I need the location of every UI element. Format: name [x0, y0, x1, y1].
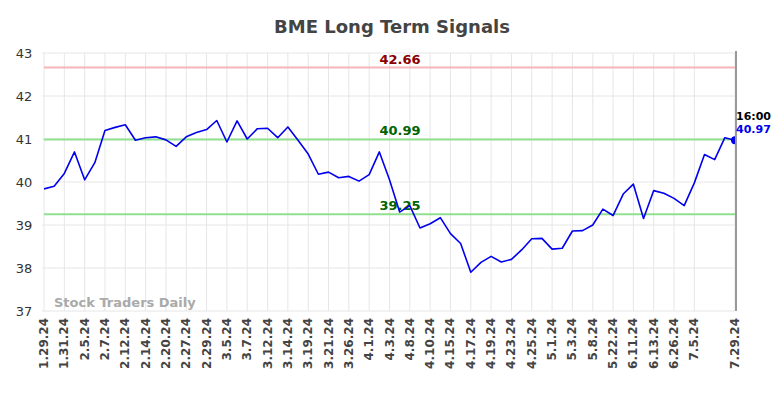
x-grid: [369, 53, 370, 311]
x-tick-label: 4.17.24: [464, 318, 478, 369]
x-grid: [287, 53, 288, 311]
x-tick-label: 6.13.24: [647, 318, 661, 369]
x-tick-label: 3.7.24: [240, 318, 254, 361]
title: BME Long Term Signals: [274, 16, 510, 37]
x-grid: [653, 53, 654, 311]
x-grid: [267, 53, 268, 311]
x-grid: [572, 53, 573, 311]
y-tick-label: 42: [16, 89, 33, 104]
signal-line: [44, 67, 735, 69]
x-grid: [145, 53, 146, 311]
x-tick-label: 7.29.24: [728, 318, 742, 369]
x-grid: [186, 53, 187, 311]
x-tick-label: 2.27.24: [179, 318, 193, 369]
y-tick-label: 40: [16, 175, 33, 190]
x-grid: [165, 53, 166, 311]
x-grid: [84, 53, 85, 311]
x-tick-label: 2.5.24: [78, 318, 92, 361]
x-tick-label: 2.29.24: [200, 318, 214, 369]
x-tick-label: 7.5.24: [687, 318, 701, 361]
last-point: [731, 136, 735, 144]
x-tick-label: 3.12.24: [261, 318, 275, 369]
x-tick-label: 4.15.24: [443, 318, 457, 369]
x-tick-label: 2.7.24: [98, 318, 112, 361]
x-tick-label: 3.5.24: [220, 318, 234, 361]
x-grid: [450, 53, 451, 311]
x-tick-label: 4.23.24: [504, 318, 518, 369]
x-grid: [613, 53, 614, 311]
y-tick-label: 43: [16, 46, 33, 61]
x-grid: [226, 53, 227, 311]
x-tick-label: 3.19.24: [301, 318, 315, 369]
annotation-lines: [44, 68, 735, 215]
x-grid: [308, 53, 309, 311]
y-grid: [42, 139, 735, 140]
x-tick-label: 6.11.24: [626, 318, 640, 369]
x-grid: [633, 53, 634, 311]
x-grid: [674, 53, 675, 311]
right-border: [735, 51, 737, 311]
x-tick-label: 4.10.24: [423, 318, 437, 369]
x-grid: [125, 53, 126, 311]
x-grid: [247, 53, 248, 311]
last-time: 16:00: [736, 110, 771, 123]
x-grid: [44, 53, 45, 311]
x-tick-label: 4.8.24: [403, 318, 417, 361]
x-tick-label: 3.21.24: [322, 318, 336, 369]
x-tick-label: 1.29.24: [37, 318, 51, 369]
x-grid: [64, 53, 65, 311]
x-grid: [430, 53, 431, 311]
x-tick-label: 5.3.24: [565, 318, 579, 361]
x-grid: [328, 53, 329, 311]
series: [44, 121, 735, 273]
y-tick-label: 41: [16, 132, 33, 147]
watermark: Stock Traders Daily: [54, 295, 196, 310]
x-grid: [491, 53, 492, 311]
x-tick-label: 6.26.24: [667, 318, 681, 369]
x-tick-label: 2.12.24: [118, 318, 132, 369]
x-tick-label: 3.26.24: [342, 318, 356, 369]
x-tick-label: 4.1.24: [362, 318, 376, 361]
x-tick-label: 2.20.24: [159, 318, 173, 369]
signal-line: [44, 138, 735, 140]
x-grid: [552, 53, 553, 311]
x-grid: [104, 53, 105, 311]
x-grid: [511, 53, 512, 311]
x-tick-label: 4.25.24: [525, 318, 539, 369]
x-tick-label: 4.3.24: [383, 318, 397, 361]
signal-line: [44, 213, 735, 215]
last-value: 40.97: [736, 123, 771, 136]
x-tick-label: 2.14.24: [139, 318, 153, 369]
price-line: [44, 121, 735, 273]
x-tick-label: 5.8.24: [586, 318, 600, 361]
y-tick-label: 38: [16, 261, 33, 276]
signal-label: 40.99: [379, 123, 420, 138]
y-tick-label: 37: [16, 304, 33, 319]
x-tick-label: 5.22.24: [606, 318, 620, 369]
y-tick-label: 39: [16, 218, 33, 233]
x-grid: [592, 53, 593, 311]
x-tick-label: 4.19.24: [484, 318, 498, 369]
signal-label: 42.66: [379, 52, 420, 67]
x-grid: [409, 53, 410, 311]
x-grid: [348, 53, 349, 311]
chart: BME Long Term Signals 37 38 39 40 41 42 43 1.29.…: [0, 0, 784, 398]
x-tick-label: 1.31.24: [57, 318, 71, 369]
x-tick-label: 5.1.24: [545, 318, 559, 361]
x-grid: [206, 53, 207, 311]
x-grid: [531, 53, 532, 311]
x-tick-label: 3.14.24: [281, 318, 295, 369]
